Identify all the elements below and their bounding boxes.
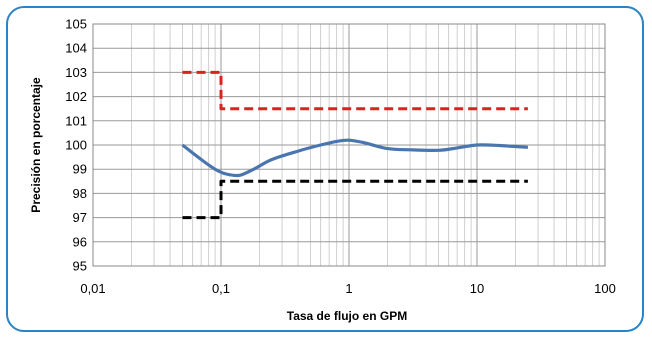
y-tick-label: 99 bbox=[73, 162, 87, 177]
x-tick-label: 100 bbox=[594, 281, 616, 296]
y-tick-label: 104 bbox=[65, 41, 87, 56]
x-tick-label: 0,1 bbox=[212, 281, 230, 296]
y-tick-label: 96 bbox=[73, 234, 87, 249]
y-axis-title: Precisión en porcentaje bbox=[29, 77, 43, 213]
x-tick-label: 10 bbox=[470, 281, 484, 296]
y-tick-label: 98 bbox=[73, 186, 87, 201]
y-tick-label: 101 bbox=[65, 113, 87, 128]
x-tick-label: 0,01 bbox=[80, 281, 105, 296]
x-axis-title: Tasa de flujo en GPM bbox=[287, 309, 407, 323]
y-tick-label: 100 bbox=[65, 138, 87, 153]
y-axis-ticks: 95 96 97 98 99 100 101 102 103 104 105 bbox=[65, 17, 87, 274]
series-layer bbox=[181, 70, 529, 220]
y-tick-label: 103 bbox=[65, 65, 87, 80]
x-axis-ticks: 0,01 0,1 1 10 100 bbox=[80, 281, 616, 296]
plot-border bbox=[92, 23, 606, 267]
series-line-3 bbox=[182, 179, 528, 220]
series-line-2 bbox=[182, 70, 528, 111]
y-tick-label: 97 bbox=[73, 210, 87, 225]
y-tick-label: 102 bbox=[65, 89, 87, 104]
y-tick-label: 95 bbox=[73, 259, 87, 274]
x-tick-label: 1 bbox=[345, 281, 352, 296]
plot-area bbox=[92, 23, 606, 267]
y-tick-label: 105 bbox=[65, 17, 87, 32]
series-line-1 bbox=[181, 138, 529, 178]
